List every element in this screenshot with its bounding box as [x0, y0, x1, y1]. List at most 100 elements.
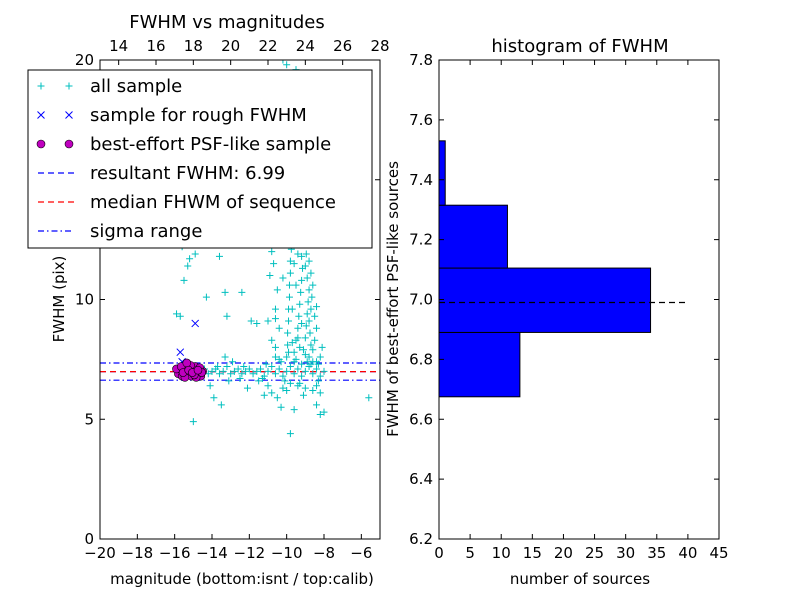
all-sample-point: [262, 360, 270, 368]
left-x-tick-label: −8: [313, 544, 335, 562]
all-sample-point: [301, 384, 309, 392]
all-sample-point: [264, 382, 272, 390]
all-sample-point: [288, 339, 296, 347]
all-sample-point: [245, 365, 253, 373]
all-sample-point: [302, 250, 310, 258]
all-sample-point: [313, 303, 321, 311]
left-y-tick-label: 20: [75, 51, 94, 69]
all-sample-point: [206, 382, 214, 390]
histogram-bar: [438, 331, 521, 398]
right-y-tick-label: 6.8: [409, 350, 433, 368]
all-sample-point: [273, 286, 281, 294]
all-sample-point: [313, 365, 321, 373]
rough-sample-point: [191, 319, 200, 328]
histogram-bar: [438, 140, 446, 206]
right-axes: 0 5 10 15 20 25 30 35 40 45 6.2 6.4 6.6 6.8 7.0 7.2 7.4 7…: [409, 51, 728, 562]
all-sample-point: [302, 322, 310, 330]
right-x-tick-label: 40: [678, 544, 697, 562]
left-top-tick-label: 28: [370, 37, 389, 55]
all-sample-point: [281, 377, 289, 385]
all-sample-point: [305, 353, 313, 361]
all-sample-point: [299, 391, 307, 399]
all-sample-point: [286, 363, 294, 371]
all-sample-point: [288, 305, 296, 313]
left-x-tick-label: −6: [350, 544, 372, 562]
left-x-tick-label: −12: [234, 544, 266, 562]
left-top-tick-label: 22: [258, 37, 277, 55]
all-sample-point: [286, 269, 294, 277]
all-sample-point: [285, 348, 293, 356]
rough-sample-point: [176, 348, 185, 357]
all-sample-point: [210, 394, 218, 402]
right-y-tick-label: 6.2: [409, 530, 433, 548]
legend-label: sample for rough FWHM: [90, 105, 307, 126]
legend-label: resultant FWHM: 6.99: [90, 163, 285, 184]
left-y-axis-label: FWHM (pix): [50, 256, 68, 343]
legend-marker-dot: [64, 139, 74, 149]
left-chart-title: FWHM vs magnitudes: [129, 12, 324, 33]
right-plot-area: [438, 140, 688, 398]
all-sample-point: [268, 336, 276, 344]
all-sample-point: [298, 372, 306, 380]
legend-label: best-effort PSF-like sample: [90, 134, 331, 155]
right-x-tick-label: 20: [554, 544, 573, 562]
all-sample-point: [285, 293, 293, 301]
right-y-tick-label: 7.8: [409, 51, 433, 69]
all-sample-point: [271, 315, 279, 323]
all-sample-point: [189, 418, 197, 426]
right-x-tick-label: 35: [647, 544, 666, 562]
legend-marker-cross: [65, 111, 73, 119]
all-sample-point: [309, 370, 317, 378]
all-sample-point: [273, 394, 281, 402]
all-sample-point: [217, 401, 225, 409]
fwhm-vs-magnitude-chart: FWHM vs magnitudes −20 −18 −16 −14 −12 −10 −8−…: [27, 12, 390, 588]
all-sample-point: [290, 370, 298, 378]
left-x-tick-label: −14: [196, 544, 228, 562]
all-sample-point: [311, 312, 319, 320]
all-sample-point: [297, 288, 305, 296]
all-sample-point: [314, 377, 322, 385]
all-sample-point: [257, 365, 265, 373]
all-sample-point: [283, 387, 291, 395]
all-sample-point: [295, 312, 303, 320]
all-sample-point: [286, 430, 294, 438]
all-sample-point: [223, 363, 231, 371]
all-sample-point: [219, 367, 227, 375]
all-sample-point: [236, 375, 244, 383]
all-sample-point: [304, 298, 312, 306]
all-sample-point: [173, 310, 181, 318]
all-sample-point: [296, 300, 304, 308]
right-y-axis-label: FWHM of best-effort PSF-like sources: [384, 161, 402, 437]
legend-marker-dot: [36, 139, 46, 149]
all-sample-point: [243, 384, 251, 392]
left-x-tick-label: −16: [159, 544, 191, 562]
right-y-tick-label: 7.4: [409, 171, 433, 189]
all-sample-point: [264, 367, 272, 375]
all-sample-point: [268, 363, 276, 371]
all-sample-point: [301, 367, 309, 375]
all-sample-point: [240, 363, 248, 371]
legend-label: sigma range: [90, 221, 202, 242]
all-sample-point: [316, 372, 324, 380]
all-sample-point: [238, 370, 246, 378]
all-sample-point: [268, 389, 276, 397]
legend: all sample sample for rough FWHM best-effo…: [27, 69, 373, 249]
all-sample-point: [313, 324, 321, 332]
all-sample-point: [180, 276, 188, 284]
left-y-tick-label: 5: [84, 410, 94, 428]
right-y-tick-label: 6.4: [409, 470, 433, 488]
all-sample-point: [270, 260, 278, 268]
all-sample-point: [214, 363, 222, 371]
right-y-tick-label: 7.6: [409, 111, 433, 129]
all-sample-point: [290, 406, 298, 414]
all-sample-point: [186, 255, 194, 263]
all-sample-point: [290, 358, 298, 366]
histogram-bar: [438, 204, 508, 269]
all-sample-point: [249, 370, 257, 378]
left-x-tick-label: −20: [84, 544, 116, 562]
all-sample-point: [264, 317, 272, 325]
all-sample-point: [221, 353, 229, 361]
all-sample-point: [266, 272, 274, 280]
all-sample-point: [275, 324, 283, 332]
all-sample-point: [284, 329, 292, 337]
